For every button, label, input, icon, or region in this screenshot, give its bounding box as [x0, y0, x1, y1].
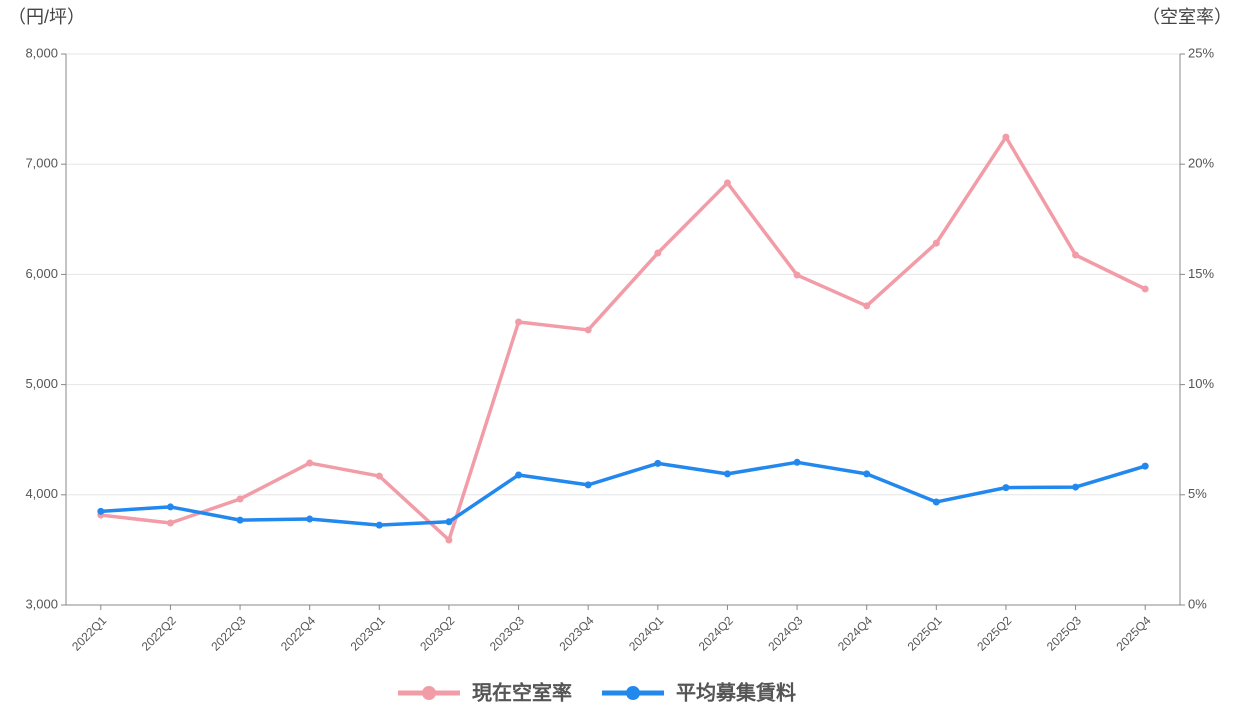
x-tick-label: 2022Q2 [139, 613, 179, 653]
y-tick-label: 8,000 [25, 45, 58, 60]
point [654, 459, 662, 467]
x-tick-label: 2024Q3 [765, 613, 805, 653]
x-tick-label: 2025Q3 [1044, 613, 1084, 653]
point [1002, 133, 1010, 141]
point [723, 470, 731, 478]
legend-marker [626, 686, 640, 700]
point [375, 521, 383, 529]
point [306, 459, 314, 467]
x-tick-label: 2023Q2 [417, 613, 457, 653]
x-tick-label: 2024Q2 [696, 613, 736, 653]
y-tick-label: 4,000 [25, 486, 58, 501]
x-tick-label: 2023Q4 [556, 613, 596, 653]
point [97, 507, 105, 515]
y-tick-label: 5,000 [25, 376, 58, 391]
point [723, 179, 731, 187]
point [445, 518, 453, 526]
y2-tick-label: 5% [1188, 486, 1207, 501]
y2-tick-label: 10% [1188, 376, 1214, 391]
y-axis-title: （円/坪） [8, 7, 85, 27]
y-tick-label: 6,000 [25, 266, 58, 281]
point [1072, 483, 1080, 491]
series-line [100, 135, 1146, 542]
point [654, 249, 662, 257]
point [1072, 251, 1080, 259]
point [932, 239, 940, 247]
y-tick-label: 3,000 [25, 596, 58, 611]
y2-tick-label: 25% [1188, 45, 1214, 60]
point [793, 458, 801, 466]
x-tick-label: 2022Q3 [208, 613, 248, 653]
point [236, 495, 244, 503]
y-tick-label: 7,000 [25, 156, 58, 171]
y2-tick-label: 0% [1188, 596, 1207, 611]
point [515, 471, 523, 479]
x-tick-label: 2024Q4 [835, 613, 875, 653]
point [166, 503, 174, 511]
legend-marker [422, 686, 436, 700]
point [932, 498, 940, 506]
point [306, 515, 314, 523]
x-tick-label: 2024Q1 [626, 613, 666, 653]
y2-tick-label: 20% [1188, 156, 1214, 171]
x-tick-label: 2023Q1 [348, 613, 388, 653]
point [863, 470, 871, 478]
x-tick-label: 2025Q1 [905, 613, 945, 653]
point [166, 519, 174, 527]
series-line [100, 460, 1146, 527]
legend-label: 平均募集賃料 [676, 680, 796, 704]
x-tick-label: 2025Q2 [974, 613, 1014, 653]
point [236, 516, 244, 524]
x-tick-label: 2025Q4 [1113, 613, 1153, 653]
legend-item: 平均募集賃料 [602, 680, 796, 704]
y2-tick-label: 15% [1188, 266, 1214, 281]
point [793, 271, 801, 279]
legend-label: 現在空室率 [472, 680, 572, 704]
point [1141, 285, 1149, 293]
point [375, 472, 383, 480]
point [445, 536, 453, 544]
y2-axis-title: （空室率） [1142, 7, 1232, 27]
legend-item: 現在空室率 [398, 680, 572, 704]
x-tick-label: 2023Q3 [487, 613, 527, 653]
point [515, 318, 523, 326]
x-tick-label: 2022Q1 [69, 613, 109, 653]
point [863, 302, 871, 310]
point [584, 481, 592, 489]
point [1141, 462, 1149, 470]
point [584, 326, 592, 334]
point [1002, 484, 1010, 492]
x-tick-label: 2022Q4 [278, 613, 318, 653]
